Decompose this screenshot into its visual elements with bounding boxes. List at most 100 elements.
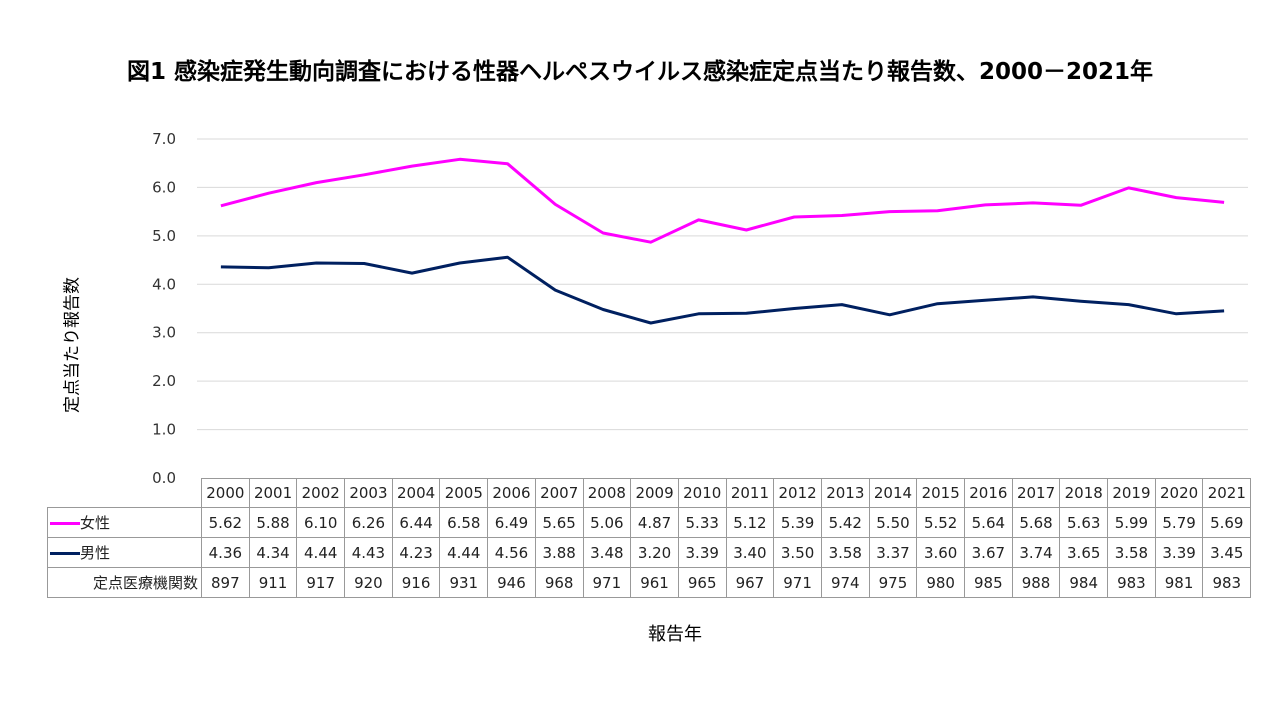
x-tick-label: 2016 (964, 478, 1013, 508)
data-label: 4.43 (344, 537, 393, 568)
x-tick-label: 2001 (248, 478, 298, 508)
table-cell: 988 (1011, 567, 1061, 598)
data-label: 4.56 (487, 537, 536, 568)
data-label: 4.34 (248, 537, 298, 568)
data-label: 3.48 (582, 537, 632, 568)
table-row: 定点医療機関数 897 911 917 920 916 931 946 968 971 961 965… (47, 567, 1252, 598)
y-tick-label: 6.0 (152, 178, 176, 196)
x-tick-label: 2010 (677, 478, 727, 508)
data-label: 4.87 (630, 507, 679, 538)
data-label: 3.45 (1202, 537, 1252, 568)
data-label: 5.79 (1154, 507, 1204, 538)
data-label: 3.65 (1059, 537, 1109, 568)
legend-entry: 男性 (47, 537, 202, 568)
x-tick-label: 2019 (1107, 478, 1156, 508)
table-cell: 975 (868, 567, 918, 598)
table-cell: 983 (1202, 567, 1252, 598)
data-label: 3.58 (820, 537, 870, 568)
x-tick-label: 2003 (344, 478, 393, 508)
data-label: 5.65 (534, 507, 584, 538)
data-label: 6.26 (344, 507, 393, 538)
data-label: 3.40 (725, 537, 775, 568)
x-tick-label: 2005 (439, 478, 489, 508)
table-cell: 931 (439, 567, 489, 598)
data-label: 5.52 (916, 507, 965, 538)
data-label: 4.36 (201, 537, 250, 568)
x-tick-label: 2011 (725, 478, 775, 508)
y-tick-label: 1.0 (152, 421, 176, 439)
x-tick-label: 2014 (868, 478, 918, 508)
data-label: 6.58 (439, 507, 489, 538)
data-label: 5.50 (868, 507, 918, 538)
data-label: 4.23 (391, 537, 441, 568)
table-cell: 946 (487, 567, 536, 598)
x-tick-label: 2017 (1011, 478, 1061, 508)
x-tick-label: 2007 (534, 478, 584, 508)
data-label: 5.69 (1202, 507, 1252, 538)
data-label: 3.37 (868, 537, 918, 568)
data-label: 5.63 (1059, 507, 1109, 538)
row-label: 定点医療機関数 (47, 567, 202, 598)
data-label: 5.39 (773, 507, 822, 538)
series-line-1 (220, 255, 1225, 325)
data-label: 3.60 (916, 537, 965, 568)
table-cell: 965 (677, 567, 727, 598)
x-tick-label: 2020 (1154, 478, 1204, 508)
table-cell: 968 (534, 567, 584, 598)
table-row: 女性 5.62 5.88 6.10 6.26 6.44 6.58 6.49 5.65 5.06 4.… (47, 507, 1252, 538)
data-label: 3.67 (964, 537, 1013, 568)
data-label: 3.39 (677, 537, 727, 568)
data-label: 5.62 (201, 507, 250, 538)
data-label: 4.44 (296, 537, 346, 568)
data-label: 4.44 (439, 537, 489, 568)
table-cell: 917 (296, 567, 346, 598)
data-label: 6.10 (296, 507, 346, 538)
table-cell: 985 (964, 567, 1013, 598)
table-cell: 897 (201, 567, 250, 598)
table-cell: 967 (725, 567, 775, 598)
table-cell: 983 (1107, 567, 1156, 598)
x-tick-label: 2012 (773, 478, 822, 508)
x-tick-label: 2009 (630, 478, 679, 508)
x-tick-label: 2018 (1059, 478, 1109, 508)
table-row: 男性 4.36 4.34 4.44 4.43 4.23 4.44 4.56 3.88 3.48 3.… (47, 537, 1252, 568)
legend-line-icon (50, 522, 80, 525)
table-cell: 916 (391, 567, 441, 598)
x-tick-label: 2002 (296, 478, 346, 508)
data-label: 6.44 (391, 507, 441, 538)
legend-label: 男性 (80, 544, 111, 562)
data-label: 5.88 (248, 507, 298, 538)
y-tick-label: 7.0 (152, 130, 176, 148)
y-tick-label: 2.0 (152, 372, 176, 390)
table-cell: 980 (916, 567, 965, 598)
x-tick-label: 2004 (391, 478, 441, 508)
data-label: 3.20 (630, 537, 679, 568)
x-axis-label: 報告年 (648, 624, 702, 645)
y-tick-label: 3.0 (152, 324, 176, 342)
table-cell: 974 (820, 567, 870, 598)
legend-line-icon (50, 552, 80, 555)
x-tick-label: 2021 (1202, 478, 1252, 508)
data-label: 3.58 (1107, 537, 1156, 568)
table-cell: 984 (1059, 567, 1109, 598)
data-label: 5.42 (820, 507, 870, 538)
y-tick-label: 5.0 (152, 227, 176, 245)
table-cell: 961 (630, 567, 679, 598)
series-line-0 (220, 157, 1225, 244)
data-label: 6.49 (487, 507, 536, 538)
data-label: 5.33 (677, 507, 727, 538)
legend-entry: 女性 (47, 507, 202, 538)
chart-title: 図1 感染症発生動向調査における性器ヘルペスウイルス感染症定点当たり報告数、20… (126, 59, 1154, 85)
table-cell: 981 (1154, 567, 1204, 598)
data-table: 2000 2001 2002 2003 2004 2005 2006 2007 2008 2009… (47, 478, 1252, 598)
y-tick-label: 4.0 (152, 275, 176, 293)
data-label: 3.74 (1011, 537, 1061, 568)
x-tick-label: 2015 (916, 478, 965, 508)
table-cell: 971 (582, 567, 632, 598)
data-label: 3.50 (773, 537, 822, 568)
table-cell: 920 (344, 567, 393, 598)
data-label: 5.99 (1107, 507, 1156, 538)
data-label: 3.88 (534, 537, 584, 568)
x-tick-label: 2008 (582, 478, 632, 508)
